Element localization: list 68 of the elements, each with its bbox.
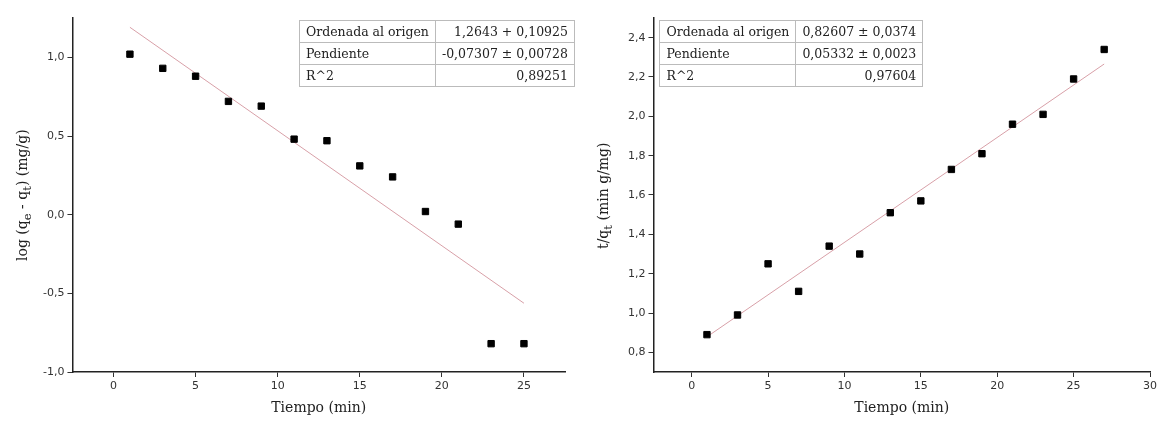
point [487, 340, 495, 348]
x-tick-label: 5 [192, 379, 200, 393]
point [947, 165, 956, 174]
point [1069, 75, 1078, 83]
annotation: -0,07307 ± 0,00728 [435, 42, 575, 65]
annotation: Ordenada al origen [659, 20, 796, 43]
point [825, 242, 833, 250]
y-tick-label: 0,8 [627, 345, 646, 359]
x-tick-label: 20 [434, 379, 449, 393]
point [323, 137, 331, 145]
x-tick-label: 15 [352, 379, 367, 393]
point [1039, 110, 1047, 119]
x-tick-label: 5 [764, 379, 772, 393]
y-tick-label: -1,0 [42, 364, 65, 378]
x-tick-label: 15 [913, 379, 928, 393]
annotation: Ordenada al origen [299, 20, 436, 43]
point [454, 220, 462, 228]
point [1100, 45, 1108, 54]
point [191, 72, 200, 80]
x-axis-title: Tiempo (min) [271, 399, 367, 416]
point [794, 287, 803, 296]
annotation: 1,2643 + 0,10925 [435, 20, 575, 43]
point [978, 150, 986, 158]
point [159, 64, 167, 73]
point [388, 173, 397, 181]
x-tick-label: 10 [837, 379, 852, 393]
annotation: 0,97604 [795, 64, 923, 87]
annotation: 0,82607 ± 0,0374 [795, 20, 923, 43]
point [917, 197, 925, 205]
y-tick-label: 1,4 [627, 227, 646, 241]
annotation: 0,89251 [435, 64, 575, 87]
point [764, 260, 772, 268]
x-axis-title: Tiempo (min) [854, 399, 950, 416]
point [520, 340, 528, 348]
point [290, 135, 298, 143]
y-tick-label: 2,0 [627, 109, 646, 123]
point [257, 102, 265, 110]
point [224, 97, 233, 106]
x-tick-label: 0 [688, 379, 696, 393]
y-tick-label: 1,0 [46, 50, 65, 64]
y-tick-label: 1,0 [627, 305, 646, 319]
x-tick-label: 25 [1066, 379, 1081, 393]
x-tick-label: 30 [1143, 379, 1157, 393]
annotation: R^2 [659, 64, 796, 87]
x-tick-label: 10 [270, 379, 285, 393]
y-tick-label: 2,4 [627, 30, 646, 44]
point [703, 330, 711, 339]
point [126, 50, 134, 58]
y-tick-label: 1,2 [627, 266, 646, 280]
y-tick-label: 2,2 [627, 69, 646, 83]
annotation: Pendiente [659, 42, 796, 65]
point [1008, 120, 1017, 128]
annotation: Pendiente [299, 42, 436, 65]
point [356, 162, 364, 170]
point [733, 311, 742, 319]
x-tick-label: 20 [990, 379, 1005, 393]
annotation: R^2 [299, 64, 436, 87]
y-tick-label: -0,5 [42, 286, 65, 300]
y-tick-label: 0,0 [46, 207, 65, 221]
y-tick-label: 0,5 [46, 128, 65, 142]
y-tick-label: 1,6 [627, 187, 646, 201]
point [421, 207, 430, 216]
x-tick-label: 0 [110, 379, 118, 393]
point [856, 250, 864, 258]
x-tick-label: 25 [516, 379, 531, 393]
y-tick-label: 1,8 [627, 148, 646, 162]
annotation: 0,05332 ± 0,0023 [795, 42, 923, 65]
point [886, 209, 894, 217]
